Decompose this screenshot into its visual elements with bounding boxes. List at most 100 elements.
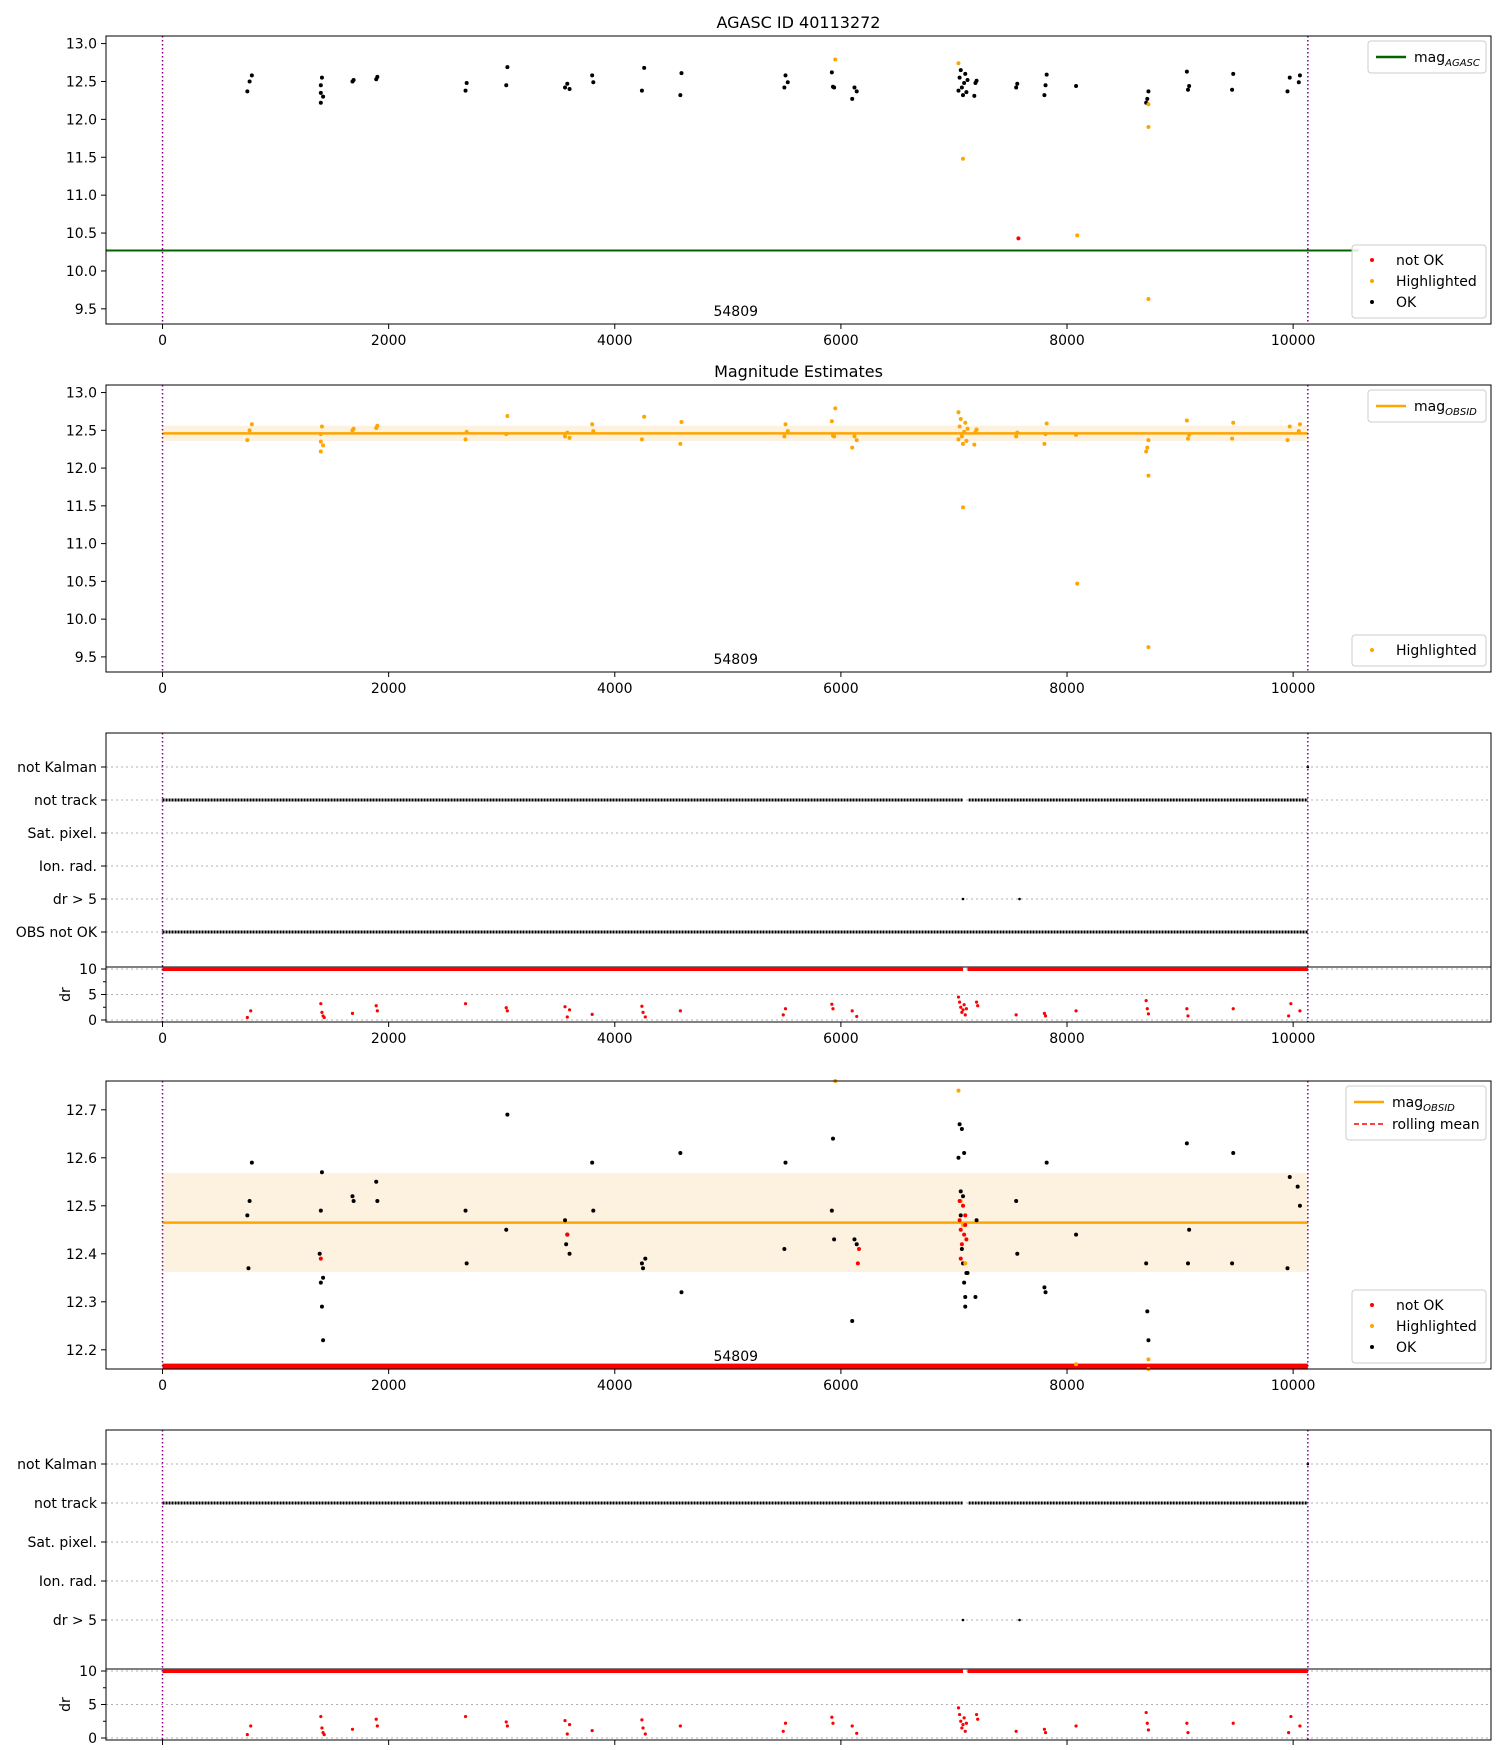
dr-point (641, 1010, 645, 1014)
point-highlighted (959, 434, 964, 439)
point-ok (245, 1213, 250, 1218)
point-ok (641, 1266, 646, 1271)
point-highlighted (850, 445, 855, 450)
dr-point (964, 1007, 968, 1011)
point-ok (1230, 87, 1235, 92)
point-highlighted (678, 441, 683, 446)
flag-label: not track (34, 793, 98, 809)
legend-label: magAGASC (1414, 50, 1480, 69)
flag-label: not Kalman (17, 1457, 97, 1473)
dr-point (830, 1002, 834, 1006)
point-not-ok (958, 1256, 963, 1261)
dr-point (855, 1014, 859, 1019)
dr-point (1186, 1014, 1190, 1018)
point-ok (246, 1266, 251, 1271)
dr-point (463, 1714, 468, 1719)
point-ok (832, 1237, 837, 1242)
point-ok (832, 85, 837, 90)
dr-point (960, 1010, 964, 1014)
dr-point (830, 1715, 834, 1719)
dr-point (1287, 1731, 1291, 1735)
y-tick-label: 12.5 (66, 1199, 97, 1215)
point-not-ok (957, 1199, 962, 1203)
point-highlighted (783, 422, 788, 427)
obsid-annotation: 54809 (713, 304, 758, 320)
dr-point (1298, 1724, 1302, 1728)
point-ok (1042, 1285, 1047, 1290)
dr-point (1144, 1710, 1148, 1715)
dr-point (961, 1008, 965, 1012)
point-ok (505, 65, 510, 70)
point-ok (564, 1242, 569, 1247)
x-tick-label: 4000 (597, 1031, 633, 1047)
point-highlighted (958, 416, 963, 421)
point-ok (1184, 69, 1189, 74)
point-ok (464, 80, 469, 85)
dr-point (567, 1008, 572, 1012)
point-ok (782, 1247, 787, 1251)
point-highlighted (565, 430, 570, 435)
obsid-annotation: 54809 (713, 1349, 758, 1365)
point-not-ok (963, 1213, 968, 1218)
y-tick-label: 12.0 (66, 112, 97, 128)
x-tick-label: 0 (158, 681, 167, 697)
dr-point (855, 1731, 859, 1735)
x-tick-label: 2000 (371, 1378, 407, 1394)
flag-point (961, 897, 965, 901)
point-ok (854, 1242, 859, 1247)
dr-point (958, 1712, 962, 1717)
point-highlighted (375, 423, 380, 428)
legend-label-subscript: AGASC (1444, 58, 1480, 69)
point-ok (247, 79, 252, 84)
point-highlighted (321, 443, 326, 448)
point-highlighted (1231, 420, 1236, 425)
point-ok (1230, 1261, 1235, 1266)
dr-point (567, 1723, 572, 1727)
point-ok (962, 1151, 967, 1155)
point-ok (956, 1155, 961, 1160)
dr-point (1042, 1727, 1047, 1731)
point-highlighted (854, 438, 859, 443)
point-ok (964, 90, 969, 95)
point-ok (679, 71, 684, 76)
legend-marker (1370, 300, 1374, 304)
point-highlighted (956, 1088, 961, 1093)
point-ok (249, 1160, 254, 1165)
legend-marker (1370, 1345, 1374, 1349)
point-highlighted (463, 437, 468, 442)
y-tick-label: 12.2 (66, 1343, 97, 1359)
point-highlighted (1184, 418, 1189, 423)
point-highlighted (318, 439, 323, 444)
y-tick-label: 12.0 (66, 461, 97, 477)
y-tick-label: 11.5 (66, 499, 97, 515)
dr-point (1289, 1002, 1293, 1006)
legend-label: Highlighted (1396, 643, 1477, 659)
dr-point (322, 1015, 326, 1020)
point-ok (957, 1122, 962, 1127)
point-highlighted (1074, 432, 1079, 437)
dr-point (375, 1009, 379, 1013)
point-highlighted (639, 437, 644, 442)
point-ok (643, 1256, 648, 1261)
dr-point (963, 1729, 967, 1733)
point-highlighted (962, 429, 967, 434)
point-ok (463, 1208, 468, 1213)
dr-point (375, 1724, 379, 1728)
point-ok (963, 71, 968, 76)
point-ok (504, 83, 509, 88)
point-highlighted (782, 434, 787, 439)
point-ok (852, 1237, 857, 1242)
flag-label: not track (34, 1496, 98, 1512)
x-tick-label: 4000 (597, 1378, 633, 1394)
point-ok (782, 85, 787, 90)
flag-label: not Kalman (17, 760, 97, 776)
legend-label-subscript: OBSID (1445, 407, 1477, 418)
legend-marker (1370, 258, 1374, 262)
point-ok (783, 73, 788, 78)
point-ok (563, 1218, 568, 1223)
point-ok (1146, 89, 1151, 94)
dr-point (249, 1724, 253, 1728)
x-tick-label: 0 (158, 333, 167, 349)
point-highlighted (1043, 432, 1048, 437)
flag-point (1018, 1618, 1021, 1622)
